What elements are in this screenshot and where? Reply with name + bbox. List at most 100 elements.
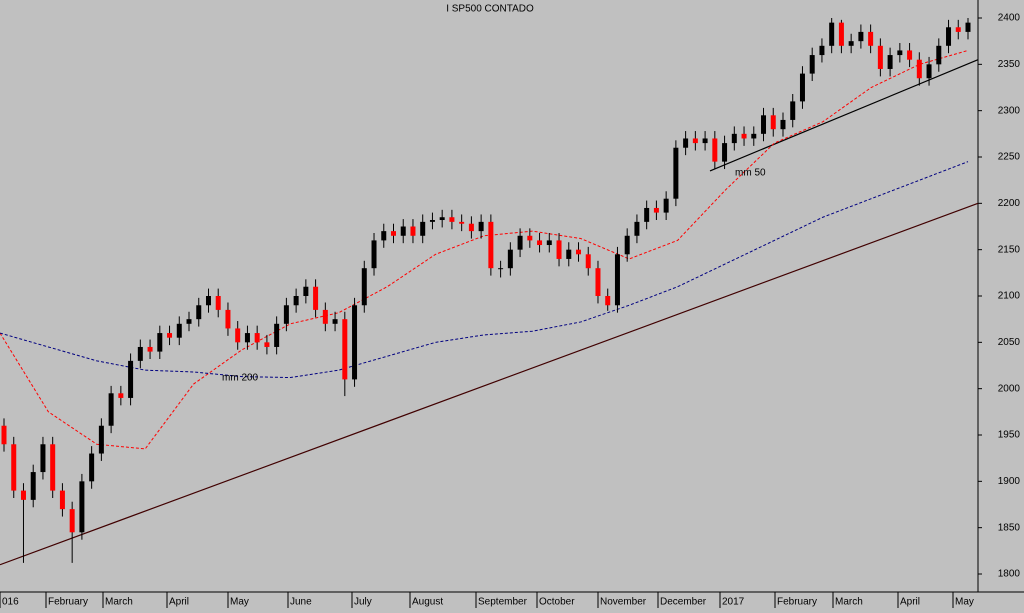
candle-body — [498, 268, 504, 270]
candle-body — [556, 240, 562, 259]
candle-body — [429, 220, 435, 222]
candle-body — [722, 143, 728, 162]
annotation: mm 200 — [222, 373, 259, 384]
x-tick-label: 2017 — [722, 597, 745, 608]
candle-body — [946, 27, 952, 46]
candle-body — [410, 226, 416, 236]
candle-body — [235, 328, 241, 343]
candle-body — [605, 296, 611, 306]
candle-body — [244, 333, 250, 343]
candle-body — [128, 360, 134, 398]
candle-body — [137, 346, 143, 361]
y-tick-label: 2000 — [998, 383, 1021, 394]
candle-body — [50, 444, 56, 491]
candle-body — [926, 64, 932, 79]
candle-body — [449, 217, 455, 222]
candle-body — [439, 217, 445, 221]
y-tick-label: 2200 — [998, 198, 1021, 209]
y-tick-label: 2300 — [998, 105, 1021, 116]
x-tick-label: February — [777, 597, 817, 608]
candle-body — [634, 221, 640, 236]
x-tick-label: May — [955, 597, 974, 608]
candle-body — [916, 59, 922, 79]
candle-body — [673, 147, 679, 199]
candle-body — [644, 207, 650, 222]
candle-body — [799, 73, 805, 102]
x-tick-label: October — [539, 597, 575, 608]
candle-body — [741, 133, 747, 139]
candle-body — [293, 296, 299, 306]
candle-body — [507, 249, 513, 269]
candle-body — [390, 231, 396, 236]
candle-body — [712, 138, 718, 162]
candle-body — [89, 453, 95, 482]
candle-body — [838, 22, 844, 46]
candle-body — [59, 490, 65, 510]
candle-body — [790, 101, 796, 120]
candle-body — [459, 221, 465, 224]
candle-body — [254, 333, 260, 343]
x-tick-label: December — [660, 597, 707, 608]
candle-body — [79, 481, 85, 533]
x-tick-label: March — [105, 597, 133, 608]
candle-body — [770, 115, 776, 130]
x-tick-label: April — [169, 597, 189, 608]
candle-body — [420, 221, 426, 236]
candle-body — [205, 296, 211, 306]
candle-body — [274, 323, 280, 347]
x-tick-label: November — [600, 597, 647, 608]
candle-body — [167, 333, 173, 338]
trendline — [709, 59, 979, 172]
candle-body — [887, 55, 893, 69]
candle-body — [313, 286, 319, 310]
x-tick-label: April — [900, 597, 920, 608]
y-tick-label: 1800 — [998, 569, 1021, 580]
moving-average — [0, 49, 969, 450]
candle-body — [264, 342, 270, 347]
y-tick-label: 2150 — [998, 244, 1021, 255]
candle-body — [877, 45, 883, 69]
candle-body — [20, 490, 26, 500]
x-tick-label: June — [290, 597, 312, 608]
candle-body — [702, 138, 708, 144]
candle-body — [186, 319, 192, 324]
candle-body — [478, 221, 484, 232]
candle-body — [176, 323, 182, 338]
x-tick-label: March — [835, 597, 863, 608]
candle-body — [537, 240, 543, 246]
candle-body — [751, 133, 757, 139]
candle-body — [322, 309, 328, 324]
candle-body — [40, 444, 46, 473]
x-tick-label: July — [354, 597, 372, 608]
candle-body — [624, 235, 630, 255]
candle-body — [955, 27, 961, 32]
candle-body — [692, 138, 698, 144]
candle-body — [858, 31, 864, 42]
candle-body — [780, 119, 786, 130]
y-tick-label: 2350 — [998, 59, 1021, 70]
candle-body — [303, 286, 309, 296]
x-tick-label: August — [412, 597, 443, 608]
candle-body — [361, 268, 367, 306]
candle-body — [809, 55, 815, 74]
candle-body — [147, 346, 153, 352]
candle-body — [98, 425, 104, 454]
candle-body — [352, 305, 358, 380]
y-tick-label: 2250 — [998, 152, 1021, 163]
candle-body — [30, 472, 36, 500]
candle-body — [761, 115, 767, 134]
candle-body — [283, 305, 289, 324]
candle-body — [614, 254, 620, 306]
x-tick-label: 016 — [2, 597, 19, 608]
candle-body — [663, 198, 669, 213]
candle-body — [848, 41, 854, 46]
candle-body — [585, 254, 591, 269]
candle-body — [342, 319, 348, 380]
candle-body — [488, 221, 494, 269]
candle-body — [69, 509, 75, 533]
candle-body — [907, 50, 913, 60]
candle-body — [683, 138, 689, 148]
candle-body — [196, 305, 202, 320]
